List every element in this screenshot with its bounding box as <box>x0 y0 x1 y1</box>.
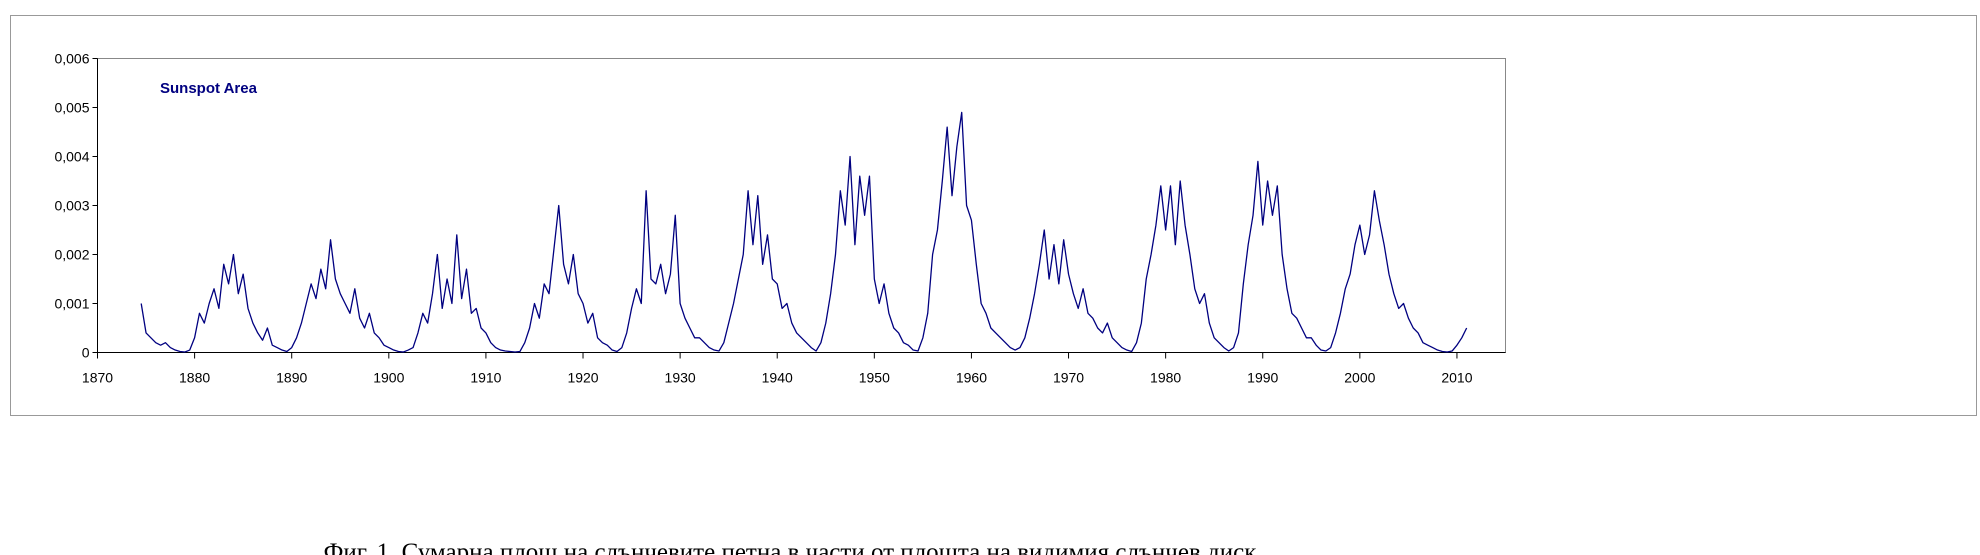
x-tick-label: 2010 <box>1441 370 1472 386</box>
x-tick-label: 1950 <box>859 370 890 386</box>
x-tick-label: 1990 <box>1247 370 1278 386</box>
x-tick-label: 1960 <box>956 370 987 386</box>
chart-title: Sunspot Area <box>160 80 258 97</box>
x-tick-label: 1910 <box>470 370 501 386</box>
y-tick-label: 0,003 <box>54 198 89 214</box>
x-tick-label: 1940 <box>762 370 793 386</box>
x-tick-label: 1890 <box>276 370 307 386</box>
y-tick-label: 0,002 <box>54 247 89 263</box>
y-tick-label: 0,006 <box>54 51 89 67</box>
data-line <box>140 111 1468 353</box>
y-tick-label: 0,005 <box>54 100 89 116</box>
x-tick-label: 1920 <box>567 370 598 386</box>
x-tick-label: 1900 <box>373 370 404 386</box>
y-tick-label: 0 <box>82 345 90 361</box>
y-tick-label: 0,004 <box>54 149 89 165</box>
x-tick-label: 1930 <box>665 370 696 386</box>
x-tick-label: 1970 <box>1053 370 1084 386</box>
x-tick-label: 1870 <box>82 370 113 386</box>
x-tick-label: 1880 <box>179 370 210 386</box>
x-tick-label: 1980 <box>1150 370 1181 386</box>
y-tick-label: 0,001 <box>54 296 89 312</box>
x-tick-label: 2000 <box>1344 370 1375 386</box>
caption: Фиг. 1. Сумарна площ на слънчевите петна… <box>324 539 1258 555</box>
chart-frame <box>10 15 1977 416</box>
